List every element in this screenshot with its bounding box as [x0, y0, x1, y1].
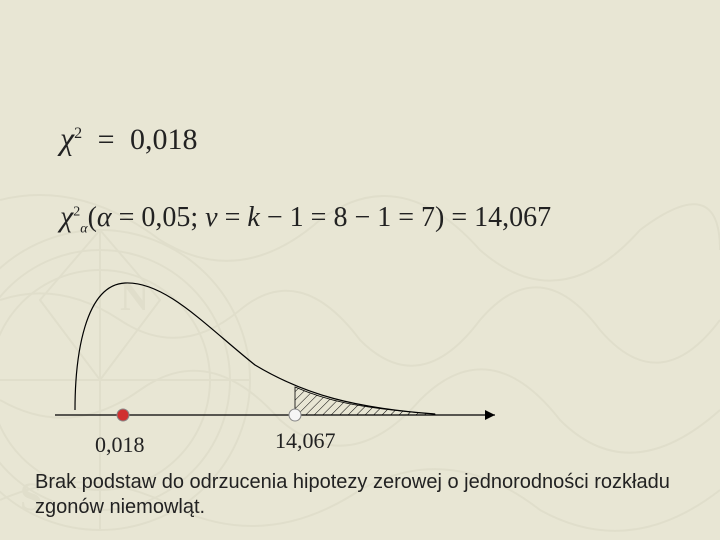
formula-chi-critical: χ2α(α = 0,05; v = k − 1 = 8 − 1 = 7) = 1…	[60, 200, 551, 238]
density-curve	[75, 283, 435, 414]
k-sym: k	[247, 202, 259, 233]
paren-open: (	[88, 202, 97, 233]
crit-label: 14,067	[275, 428, 336, 454]
chi-exponent-2: 2	[73, 205, 80, 220]
alpha-value: 0,05	[141, 202, 190, 233]
v-sym: v	[205, 202, 217, 233]
crit-marker	[289, 409, 301, 421]
eight: 8	[333, 202, 347, 233]
eq-3: =	[444, 202, 474, 233]
minus-2: − 1 =	[347, 202, 421, 233]
sep-1: ;	[190, 202, 205, 233]
chi-exponent: 2	[74, 125, 82, 142]
chi-symbol-2: χ	[60, 200, 73, 233]
formula-chi-squared-value: χ2 = 0,018	[60, 120, 198, 157]
chi-squared-chart	[55, 275, 515, 445]
alpha-sym: α	[97, 202, 112, 233]
chi-subscript-alpha: α	[80, 222, 87, 237]
conclusion-text: Brak podstaw do odrzucenia hipotezy zero…	[35, 470, 685, 520]
stat-label: 0,018	[95, 432, 145, 458]
seven: 7	[421, 202, 435, 233]
eq-2: =	[218, 202, 248, 233]
crit-value: 14,067	[474, 202, 551, 233]
watermark-bg: N S	[0, 0, 720, 540]
equals-sign: =	[98, 123, 115, 156]
rejection-region	[295, 387, 435, 415]
axis-arrow	[485, 410, 495, 420]
eq-1: =	[112, 202, 142, 233]
chi-symbol: χ	[60, 120, 74, 156]
chi-value: 0,018	[130, 123, 198, 156]
paren-close: )	[435, 202, 444, 233]
minus-1: − 1 =	[260, 202, 334, 233]
